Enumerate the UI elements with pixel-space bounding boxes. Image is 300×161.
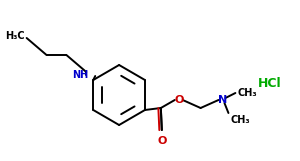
Text: O: O bbox=[174, 95, 183, 105]
Text: CH₃: CH₃ bbox=[237, 88, 257, 98]
Text: H₃C: H₃C bbox=[5, 31, 25, 41]
Text: O: O bbox=[157, 136, 167, 146]
Text: CH₃: CH₃ bbox=[230, 115, 250, 125]
Text: HCl: HCl bbox=[258, 76, 282, 90]
Text: NH: NH bbox=[72, 70, 88, 80]
Text: N: N bbox=[218, 95, 227, 105]
